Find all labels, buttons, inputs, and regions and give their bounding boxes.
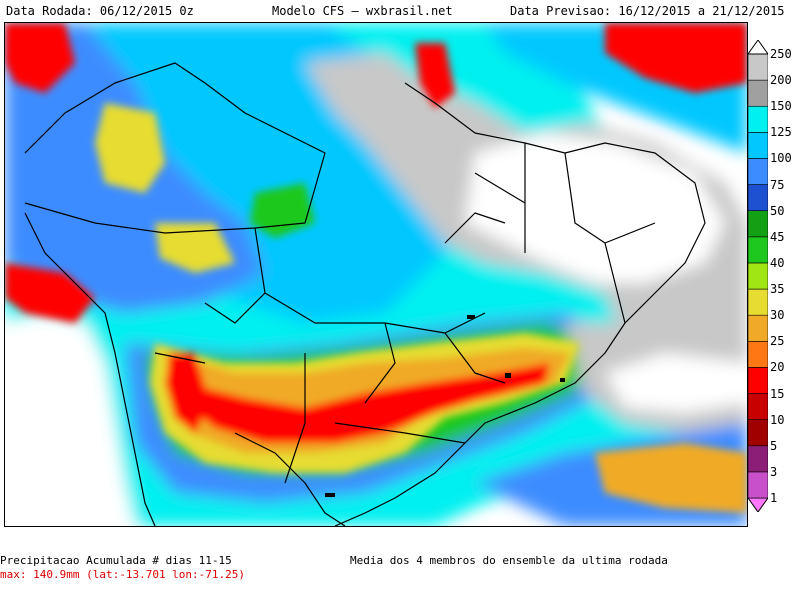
colorbar-box xyxy=(748,132,768,159)
coastline-east xyxy=(334,82,706,526)
colorbar-tick-label: 25 xyxy=(770,334,785,349)
footer-max: max: 140.9mm (lat:-13.701 lon:-71.25) xyxy=(0,568,246,581)
colorbar-box xyxy=(748,184,768,212)
map-svg xyxy=(5,23,747,526)
state-lines xyxy=(154,212,506,484)
precip-orange-ocean xyxy=(595,443,747,513)
precip-red-amapa xyxy=(415,43,455,108)
header-forecast-date: Data Previsao: 16/12/2015 a 21/12/2015 xyxy=(510,4,785,18)
colorbar-tick-label: 10 xyxy=(770,412,785,427)
colorbar-tick-label: 100 xyxy=(770,151,792,166)
precip-white-west-coast xyxy=(5,313,135,526)
colorbar-tick-label: 3 xyxy=(770,464,778,479)
colorbar-box xyxy=(748,471,768,499)
precip-yellow-central xyxy=(155,223,235,273)
colorbar-tick-label: 250 xyxy=(770,47,792,61)
lake-2 xyxy=(505,373,511,378)
colorbar-tick-label: 15 xyxy=(770,386,785,401)
colorbar-box xyxy=(748,419,768,447)
brazil-border xyxy=(24,62,326,234)
colorbar xyxy=(748,40,768,512)
colorbar-boxes xyxy=(748,40,768,512)
lakes xyxy=(325,315,565,497)
colorbar-tick-label: 30 xyxy=(770,308,785,323)
colorbar-box xyxy=(748,105,768,133)
precip-green-central xyxy=(250,183,315,238)
lake-1 xyxy=(467,315,475,319)
header-run-date: Data Rodada: 06/12/2015 0z xyxy=(6,4,194,18)
colorbar-tick-label: 75 xyxy=(770,177,785,192)
colorbar-box xyxy=(748,158,768,185)
footer-ensemble-note: Media dos 4 membros do ensemble da ultim… xyxy=(350,554,668,567)
colorbar-box xyxy=(748,445,768,473)
precip-red-northwest xyxy=(5,23,75,93)
colorbar-tick-label: 200 xyxy=(770,73,792,88)
precipitation-map xyxy=(4,22,748,527)
colorbar-bottom-tip xyxy=(748,497,768,512)
lake-4 xyxy=(325,493,335,497)
colorbar-tick-label: 125 xyxy=(770,125,792,140)
precip-yellow-northwest xyxy=(95,103,165,193)
header-model: Modelo CFS — wxbrasil.net xyxy=(272,4,453,18)
precip-red-bolivia xyxy=(5,263,95,323)
colorbar-box xyxy=(748,210,768,238)
coastline-west xyxy=(24,212,156,526)
colorbar-tick-label: 35 xyxy=(770,282,785,297)
colorbar-box xyxy=(748,314,768,342)
footer-title: Precipitacao Acumulada # dias 11-15 xyxy=(0,554,232,567)
precip-red-core-south xyxy=(185,363,550,443)
colorbar-box xyxy=(748,53,768,81)
colorbar-top-tip xyxy=(748,40,768,55)
colorbar-tick-label: 20 xyxy=(770,360,785,375)
colorbar-tick-label: 45 xyxy=(770,229,785,244)
colorbar-tick-label: 40 xyxy=(770,255,785,270)
colorbar-box xyxy=(748,393,768,420)
colorbar-box xyxy=(748,262,768,290)
precip-red-core-west xyxy=(165,353,210,433)
boundaries xyxy=(24,62,706,526)
colorbar-box xyxy=(748,288,768,316)
precip-white-atlantic xyxy=(605,353,747,413)
colorbar-box xyxy=(748,340,768,368)
colorbar-tick-label: 50 xyxy=(770,203,785,218)
state-lines-ne xyxy=(474,143,656,324)
colorbar-tick-label: 150 xyxy=(770,99,792,114)
precip-cores xyxy=(5,23,747,513)
colorbar-tick-label: 5 xyxy=(770,438,778,453)
colorbar-tick-label: 1 xyxy=(770,491,778,505)
colorbar-box xyxy=(748,236,768,264)
precip-white-northeast xyxy=(465,133,725,283)
precip-red-north xyxy=(605,23,747,93)
colorbar-box xyxy=(748,367,768,394)
colorbar-box xyxy=(748,79,768,107)
lake-3 xyxy=(560,378,565,382)
southern-border xyxy=(234,432,346,526)
